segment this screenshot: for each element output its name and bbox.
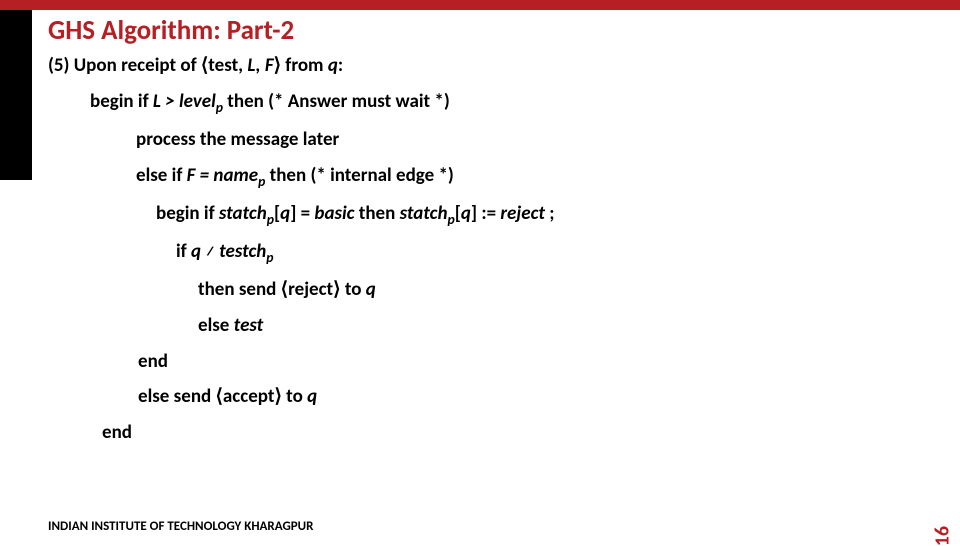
- text: ] =: [290, 202, 314, 225]
- text: (5) Upon receipt of ⟨test,: [48, 54, 247, 77]
- italic-text: q: [307, 385, 317, 408]
- italic-text: q: [280, 202, 290, 225]
- line-7b: else test: [198, 313, 930, 339]
- line-3: process the message later: [136, 127, 930, 153]
- footer-institute: INDIAN INSTITUTE OF TECHNOLOGY KHARAGPUR: [48, 519, 313, 534]
- subscript: p: [216, 98, 223, 115]
- text: then (* internal edge *): [265, 164, 454, 187]
- slide-content: GHS Algorithm: Part-2 (5) Upon receipt o…: [48, 14, 930, 456]
- text: ;: [549, 202, 554, 225]
- text: then: [354, 202, 399, 225]
- text: end: [138, 350, 168, 373]
- text: then send ⟨reject⟩ to: [198, 278, 366, 301]
- text: if: [176, 240, 191, 263]
- line-1: (5) Upon receipt of ⟨test, L, F⟩ from q:: [48, 53, 930, 79]
- slide-title: GHS Algorithm: Part-2: [48, 14, 930, 47]
- line-6: if q ≠ testchp: [176, 239, 930, 267]
- italic-text: basic: [314, 202, 354, 225]
- line-7: then send ⟨reject⟩ to q: [198, 277, 930, 303]
- italic-text: q: [328, 54, 338, 77]
- line-2: begin if L > levelp then (* Answer must …: [90, 89, 930, 117]
- italic-text: reject: [500, 202, 549, 225]
- text: begin if: [90, 90, 153, 113]
- italic-text: q: [461, 202, 471, 225]
- text: then (* Answer must wait *): [223, 90, 450, 113]
- subscript: p: [266, 249, 273, 266]
- line-5: begin if statchp[q] = basic then statchp…: [156, 201, 930, 229]
- line-9: else send ⟨accept⟩ to q: [138, 384, 930, 410]
- line-10: end: [102, 420, 930, 446]
- italic-text: q ≠ testch: [191, 240, 266, 263]
- subscript: p: [447, 211, 454, 228]
- text: process the message later: [136, 128, 339, 151]
- line-8: end: [138, 349, 930, 375]
- top-accent-bar: [0, 0, 960, 10]
- italic-text: test: [234, 314, 264, 337]
- italic-text: L, F: [247, 54, 273, 77]
- text: else send ⟨accept⟩ to: [138, 385, 307, 408]
- text: ⟩ from: [274, 54, 328, 77]
- text: :: [338, 54, 343, 77]
- text: else: [198, 314, 234, 337]
- subscript: p: [267, 211, 274, 228]
- text: else if: [136, 164, 187, 187]
- text: end: [102, 421, 132, 444]
- italic-text: statch: [219, 202, 267, 225]
- text: begin if: [156, 202, 219, 225]
- italic-text: F = name: [187, 164, 258, 187]
- text: ] :=: [471, 202, 500, 225]
- line-4: else if F = namep then (* internal edge …: [136, 163, 930, 191]
- page-number: 16: [930, 526, 954, 546]
- italic-text: statch: [400, 202, 448, 225]
- italic-text: L > level: [153, 90, 216, 113]
- italic-text: q: [366, 278, 376, 301]
- left-black-bar: [0, 10, 32, 180]
